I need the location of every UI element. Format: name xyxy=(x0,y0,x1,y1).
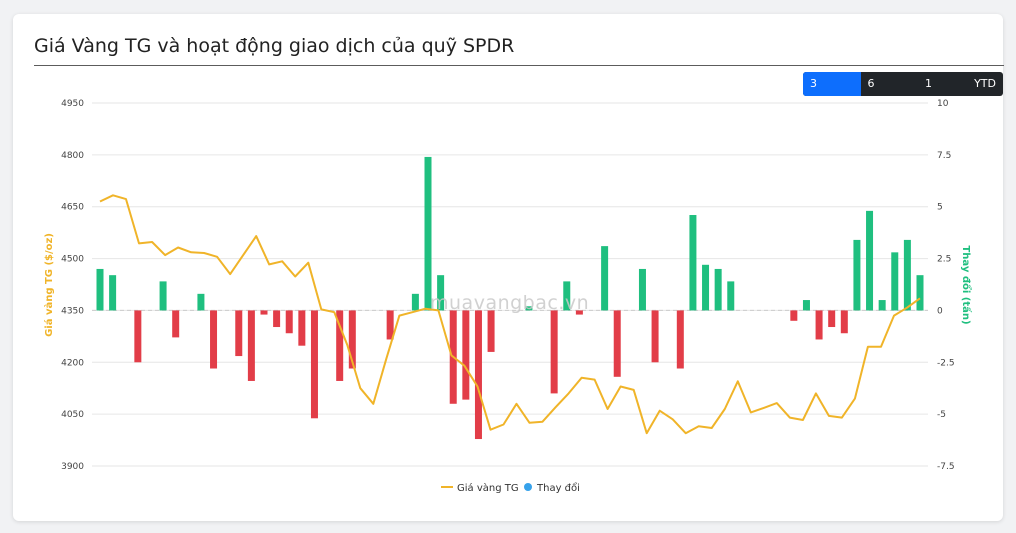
change-bar[interactable] xyxy=(815,310,823,340)
change-bar[interactable] xyxy=(437,275,445,311)
change-bar[interactable] xyxy=(285,310,293,334)
y-right-tick-label: -5 xyxy=(937,410,946,420)
range-1-year-button[interactable]: 1 Năm xyxy=(925,77,932,90)
title-divider xyxy=(34,65,1004,66)
change-bar[interactable] xyxy=(727,281,735,311)
change-bar[interactable] xyxy=(790,310,798,321)
y-left-tick-label: 4350 xyxy=(61,306,84,316)
change-bar[interactable] xyxy=(525,306,533,311)
y-right-tick-label: -2.5 xyxy=(937,358,955,368)
chart-card: Giá Vàng TG và hoạt động giao dịch của q… xyxy=(13,14,1004,521)
change-bar[interactable] xyxy=(651,310,659,363)
change-bar[interactable] xyxy=(714,268,722,311)
legend-price-label: Giá vàng TG xyxy=(457,482,519,494)
change-bar[interactable] xyxy=(424,156,432,311)
y-left-axis-label: Giá vàng TG ($/oz) xyxy=(43,233,55,337)
change-bar[interactable] xyxy=(273,310,281,328)
change-bar[interactable] xyxy=(96,268,104,311)
change-bar[interactable] xyxy=(109,275,117,311)
change-bar[interactable] xyxy=(172,310,180,338)
change-bar[interactable] xyxy=(601,246,609,311)
change-bar[interactable] xyxy=(575,310,583,315)
change-bar[interactable] xyxy=(828,310,836,328)
legend-change-swatch xyxy=(524,483,532,491)
y-left-tick-label: 4200 xyxy=(61,358,84,368)
y-left-tick-label: 4500 xyxy=(61,255,84,265)
change-bar[interactable] xyxy=(866,210,874,311)
y-right-tick-label: 10 xyxy=(937,99,949,109)
change-bar[interactable] xyxy=(310,310,318,419)
legend: Giá vàng TG Thay đổi xyxy=(441,481,580,494)
range-6-months-button[interactable]: 6 Tháng xyxy=(867,77,875,90)
change-bar[interactable] xyxy=(638,268,646,311)
change-bar[interactable] xyxy=(298,310,306,346)
y-right-axis-label: Thay đổi (tấn) xyxy=(960,245,973,324)
y-left-tick-label: 3900 xyxy=(61,462,84,472)
chart-title: Giá Vàng TG và hoạt động giao dịch của q… xyxy=(34,35,515,57)
y-left-tick-label: 4950 xyxy=(61,99,84,109)
change-bar[interactable] xyxy=(235,310,243,357)
change-bar[interactable] xyxy=(260,310,268,315)
change-bar[interactable] xyxy=(159,281,167,311)
y-left-tick-label: 4650 xyxy=(61,203,84,213)
y-right-ticks: 10 7.5 5 2.5 0 -2.5 -5 -7.5 xyxy=(937,99,955,472)
change-bar[interactable] xyxy=(853,239,861,311)
change-bar[interactable] xyxy=(487,310,495,352)
change-bar[interactable] xyxy=(891,252,899,311)
change-bar[interactable] xyxy=(210,310,218,369)
price-line-group xyxy=(99,194,921,435)
y-right-tick-label: 7.5 xyxy=(937,151,951,161)
change-bar[interactable] xyxy=(348,310,356,369)
change-bar[interactable] xyxy=(689,215,697,311)
y-right-tick-label: 5 xyxy=(937,203,943,213)
change-bar[interactable] xyxy=(903,239,911,311)
change-bar[interactable] xyxy=(840,310,848,334)
change-bar[interactable] xyxy=(878,300,886,311)
change-bar[interactable] xyxy=(563,281,571,311)
range-ytd-button[interactable]: YTD xyxy=(974,77,996,90)
range-3-months-button[interactable]: 3 Tháng xyxy=(803,72,861,96)
change-bar[interactable] xyxy=(613,310,621,377)
y-right-tick-label: 0 xyxy=(937,306,943,316)
change-bar[interactable] xyxy=(916,275,924,311)
change-bar[interactable] xyxy=(386,310,394,340)
change-bar[interactable] xyxy=(134,310,142,363)
y-right-tick-label: -7.5 xyxy=(937,462,955,472)
change-bar[interactable] xyxy=(550,310,558,394)
change-bar[interactable] xyxy=(336,310,344,381)
y-left-ticks: 4950 4800 4650 4500 4350 4200 4050 3900 xyxy=(61,99,84,472)
range-selector: 3 Tháng 6 Tháng 1 Năm YTD xyxy=(803,72,1003,96)
change-bar[interactable] xyxy=(411,293,419,311)
y-right-tick-label: 2.5 xyxy=(937,255,951,265)
change-bar[interactable] xyxy=(702,264,710,311)
change-bar[interactable] xyxy=(247,310,255,381)
grid-lines xyxy=(92,102,928,467)
y-left-tick-label: 4800 xyxy=(61,151,84,161)
change-bar[interactable] xyxy=(197,293,205,311)
change-bar[interactable] xyxy=(676,310,684,369)
change-bar[interactable] xyxy=(802,300,810,311)
change-bar[interactable] xyxy=(474,310,482,440)
legend-change-label: Thay đổi xyxy=(536,481,580,494)
price-line[interactable] xyxy=(99,194,921,435)
y-left-tick-label: 4050 xyxy=(61,410,84,420)
watermark: muavangbac.vn xyxy=(430,292,590,314)
change-bar[interactable] xyxy=(462,310,470,400)
